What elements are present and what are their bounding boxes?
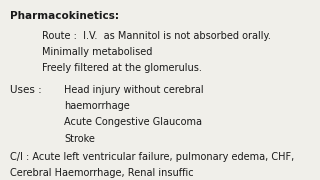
Text: C/I : Acute left ventricular failure, pulmonary edema, CHF,: C/I : Acute left ventricular failure, pu…	[10, 152, 294, 162]
Text: haemorrhage: haemorrhage	[64, 101, 130, 111]
Text: Pharmacokinetics:: Pharmacokinetics:	[10, 11, 119, 21]
Text: Stroke: Stroke	[64, 134, 95, 144]
Text: Head injury without cerebral: Head injury without cerebral	[64, 85, 204, 95]
Text: Cerebral Haemorrhage, Renal insuffic: Cerebral Haemorrhage, Renal insuffic	[10, 168, 193, 178]
Text: Freely filtered at the glomerulus.: Freely filtered at the glomerulus.	[42, 63, 202, 73]
Text: Uses :: Uses :	[10, 85, 41, 95]
Text: Route :  I.V.  as Mannitol is not absorbed orally.: Route : I.V. as Mannitol is not absorbed…	[42, 31, 270, 41]
Text: Minimally metabolised: Minimally metabolised	[42, 47, 152, 57]
Text: Acute Congestive Glaucoma: Acute Congestive Glaucoma	[64, 117, 202, 127]
